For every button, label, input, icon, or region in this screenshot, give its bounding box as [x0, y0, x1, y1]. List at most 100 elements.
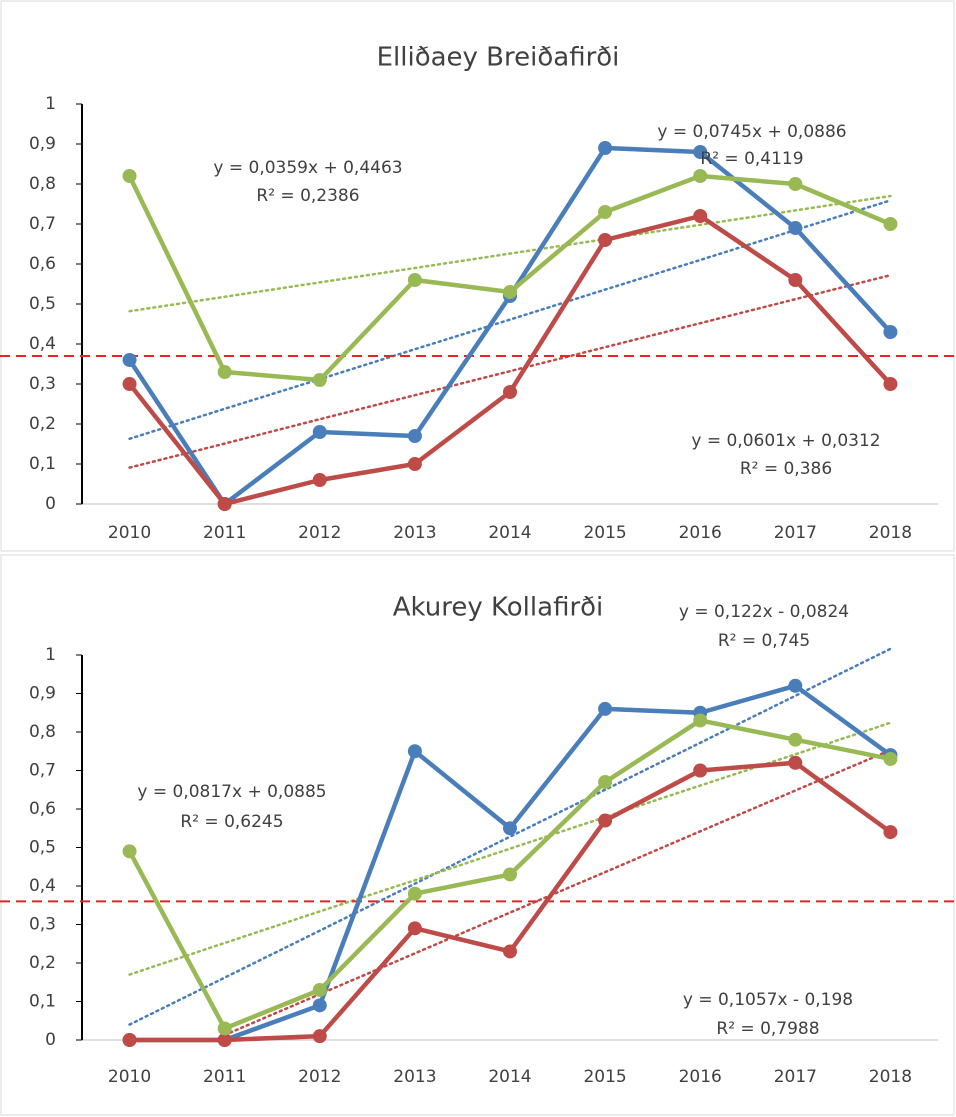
trendline [223, 748, 892, 1037]
data-point [312, 982, 327, 997]
y-tick-label: 0,1 [29, 992, 56, 1012]
data-point [883, 751, 898, 766]
data-point [693, 763, 708, 778]
data-point [883, 217, 898, 231]
trendline-equation: y = 0,122x - 0,0824 [679, 602, 849, 622]
x-tick-label: 2010 [108, 523, 151, 543]
x-tick-label: 2014 [488, 1067, 531, 1087]
y-tick-label: 0,6 [29, 799, 56, 819]
data-point [407, 921, 422, 936]
data-point [788, 732, 803, 747]
x-tick-label: 2015 [583, 523, 626, 543]
data-point [503, 944, 517, 959]
y-tick-label: 0,1 [29, 454, 56, 474]
y-tick-label: 0,2 [29, 414, 56, 434]
data-point [122, 377, 137, 391]
data-point [407, 886, 422, 901]
y-tick-label: 0,9 [29, 684, 56, 704]
data-point [407, 273, 422, 287]
y-tick-label: 0,3 [29, 915, 56, 935]
y-tick-label: 0,8 [29, 174, 56, 194]
trendline [128, 721, 892, 976]
data-point [883, 825, 898, 840]
x-tick-label: 2017 [774, 1067, 817, 1087]
data-point [598, 775, 613, 790]
y-tick-label: 0,8 [29, 722, 56, 742]
chart-title: Akurey Kollafirði [393, 593, 604, 623]
data-point [122, 1033, 137, 1047]
series-line [127, 173, 892, 383]
data-point [503, 867, 517, 882]
data-point [693, 209, 708, 223]
trendline-equation: R² = 0,6245 [180, 812, 283, 832]
data-point [217, 365, 232, 379]
data-point [788, 221, 803, 235]
data-point [312, 425, 327, 439]
data-point [312, 1029, 327, 1044]
panel-border [0, 554, 955, 1116]
trendline-equation: y = 0,1057x - 0,198 [683, 990, 853, 1010]
x-tick-label: 2012 [298, 1067, 341, 1087]
data-point [503, 385, 517, 399]
data-point [407, 744, 422, 759]
x-tick-label: 2015 [583, 1067, 626, 1087]
x-tick-label: 2011 [203, 523, 246, 543]
data-point [217, 1033, 232, 1047]
y-tick-label: 0 [45, 1030, 56, 1050]
x-tick-label: 2012 [298, 523, 341, 543]
trendline-equation: y = 0,0817x + 0,0885 [137, 782, 326, 802]
trendline [128, 199, 892, 441]
trendline-equation: R² = 0,7988 [716, 1019, 819, 1039]
data-point [788, 755, 803, 770]
data-point [693, 713, 708, 728]
x-tick-label: 2016 [679, 1067, 722, 1087]
data-point [788, 177, 803, 191]
data-point [503, 285, 517, 299]
data-point [122, 169, 137, 183]
trendline-equation: R² = 0,2386 [256, 186, 359, 206]
data-point [883, 325, 898, 339]
data-point [598, 701, 613, 716]
x-tick-label: 2016 [679, 523, 722, 543]
y-tick-label: 0 [45, 494, 56, 514]
trendline [128, 647, 892, 1026]
data-point [598, 141, 613, 155]
y-tick-label: 0,9 [29, 134, 56, 154]
trendline-equation: R² = 0,4119 [700, 149, 803, 169]
chart-title: Elliðaey Breiðafirði [377, 43, 620, 73]
y-tick-label: 0,7 [29, 214, 56, 234]
y-tick-label: 1 [45, 645, 56, 665]
y-tick-label: 0,7 [29, 761, 56, 781]
x-tick-label: 2018 [869, 1067, 912, 1087]
trendline-equation: y = 0,0601x + 0,0312 [691, 431, 880, 451]
trendline-equation: y = 0,0745x + 0,0886 [657, 122, 846, 142]
data-point [503, 821, 517, 836]
x-tick-label: 2013 [393, 1067, 436, 1087]
y-tick-label: 0,5 [29, 294, 56, 314]
data-point [407, 457, 422, 471]
data-point [598, 813, 613, 828]
y-tick-label: 0,5 [29, 838, 56, 858]
data-point [312, 998, 327, 1013]
y-tick-label: 0,3 [29, 374, 56, 394]
data-point [217, 497, 232, 511]
y-tick-label: 0,6 [29, 254, 56, 274]
data-point [122, 844, 137, 859]
trendline [128, 194, 892, 313]
x-tick-label: 2014 [488, 523, 531, 543]
data-point [312, 373, 327, 387]
x-tick-label: 2017 [774, 523, 817, 543]
data-point [883, 377, 898, 391]
series-line [129, 683, 892, 1043]
trendline-equation: R² = 0,745 [718, 631, 810, 651]
data-point [693, 145, 708, 159]
x-tick-label: 2013 [393, 523, 436, 543]
trendline [128, 273, 892, 469]
data-point [312, 473, 327, 487]
trendline-equation: R² = 0,386 [740, 459, 832, 479]
y-tick-label: 1 [45, 94, 56, 114]
y-tick-label: 0,2 [29, 953, 56, 973]
x-tick-label: 2018 [869, 523, 912, 543]
data-point [407, 429, 422, 443]
